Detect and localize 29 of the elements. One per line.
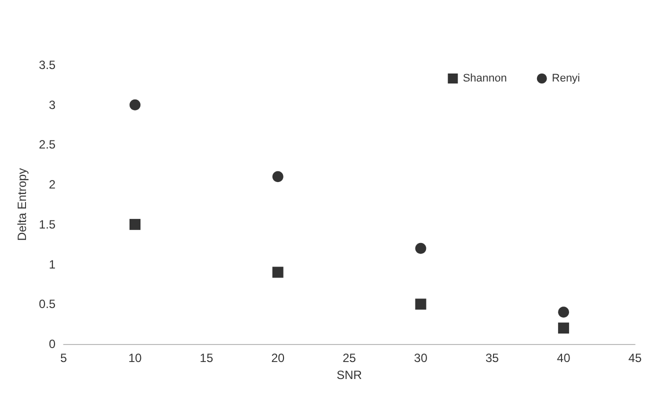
legend-label: Renyi [552,72,580,84]
point [558,322,570,334]
point [272,171,284,182]
x-tick-label: 40 [556,351,571,365]
x-tick-label: 10 [128,351,142,365]
y-axis-title: Delta Entropy [15,168,29,241]
x-tick-label: 30 [414,351,428,365]
x-tick-label: 25 [342,351,356,365]
y-tick-label: 1 [48,257,56,272]
y-tick-label: 0 [48,337,56,351]
y-tick-label: 1.5 [38,217,56,232]
x-tick-label: 5 [60,351,68,365]
x-tick-label: 35 [485,351,500,365]
point [272,266,284,278]
y-tick-label: 2 [48,178,56,192]
point [415,298,426,310]
y-tick-label: 0.5 [38,297,56,312]
x-tick-label: 45 [628,351,642,365]
point [130,218,141,230]
x-tick-label: 15 [200,351,214,365]
y-tick-label: 2.5 [38,138,56,152]
y-tick-label: 3 [48,98,56,112]
point [558,306,570,318]
legend-label: Shannon [462,72,507,84]
x-axis-title: SNR [336,368,362,382]
point [130,99,141,110]
x-tick-label: 20 [271,351,285,365]
y-tick-label: 3.5 [38,58,56,72]
point [415,242,426,254]
